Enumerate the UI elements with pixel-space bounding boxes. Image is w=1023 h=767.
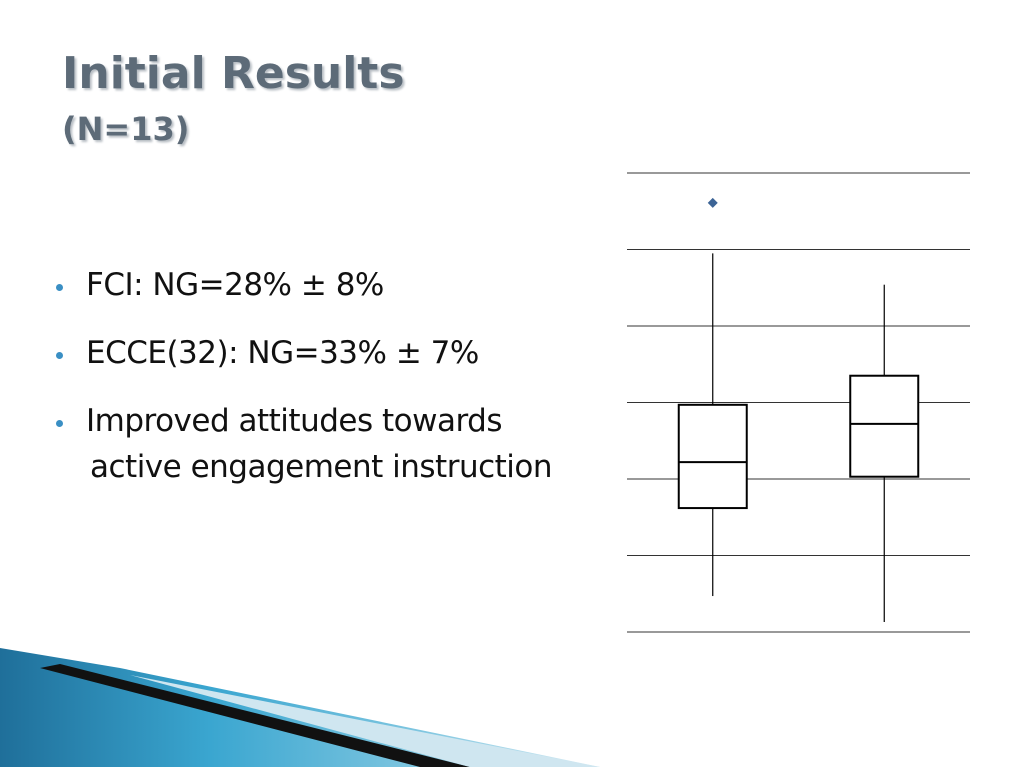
bullet-text: FCI: NG=28% ± 8%	[86, 267, 384, 303]
subtitle: (N=13)	[62, 110, 190, 148]
bullet: Improved attitudes towards active engagem…	[52, 398, 553, 490]
bullet-text: Improved attitudes towards	[86, 403, 502, 439]
bullet: ECCE(32): NG=33% ± 7%	[52, 330, 552, 376]
bullet-text: ECCE(32): NG=33% ± 7%	[86, 335, 479, 371]
title: Initial Results	[62, 48, 405, 99]
bullet: FCI: NG=28% ± 8%	[52, 262, 552, 308]
bullet-list: FCI: NG=28% ± 8% ECCE(32): NG=33% ± 7% Imp…	[52, 262, 553, 512]
bullet-text: active engagement instruction	[90, 449, 553, 485]
box	[677, 403, 748, 510]
swoosh-light	[130, 675, 600, 767]
outlier	[707, 197, 718, 208]
swoosh	[0, 648, 600, 767]
swoosh-dark	[40, 664, 470, 767]
box	[849, 374, 920, 478]
